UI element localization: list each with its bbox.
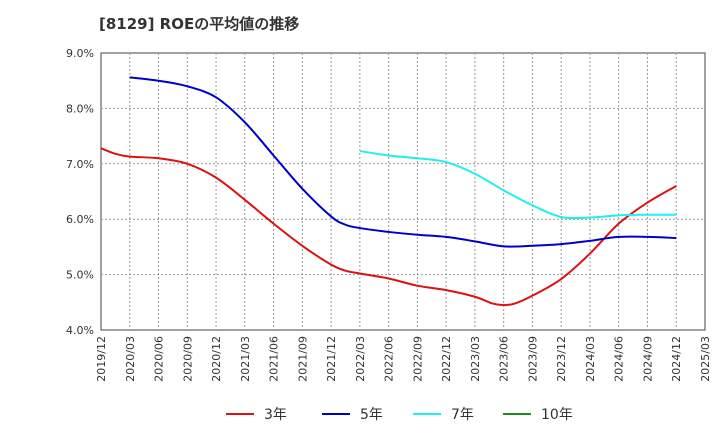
x-tick-label: 2021/06 — [268, 336, 281, 382]
x-tick-label: 2023/03 — [469, 336, 482, 382]
x-tick-label: 2020/09 — [181, 336, 194, 382]
legend-label-7y: 7年 — [451, 407, 474, 423]
x-tick-label: 2020/03 — [124, 336, 137, 382]
x-tick-label: 2024/03 — [584, 336, 597, 382]
x-tick-label: 2022/06 — [383, 336, 396, 382]
legend-swatch-5y — [322, 413, 350, 415]
x-tick-label: 2021/12 — [325, 336, 338, 382]
x-tick-label: 2022/12 — [440, 336, 453, 382]
x-tick-label: 2024/06 — [613, 336, 626, 382]
x-tick-label: 2020/06 — [153, 336, 166, 382]
legend-swatch-3y — [226, 413, 254, 415]
legend: 3年 5年 7年 10年 — [0, 398, 720, 430]
x-tick-label: 2023/06 — [498, 336, 511, 382]
x-tick-label: 2024/12 — [670, 336, 683, 382]
series-line-5y — [129, 76, 677, 248]
x-tick-label: 2021/03 — [239, 336, 252, 382]
x-tick-label: 2023/12 — [555, 336, 568, 382]
legend-item-10y: 10年 — [503, 404, 573, 424]
grid-lines — [101, 53, 705, 330]
x-tick-label: 2023/09 — [526, 336, 539, 382]
legend-item-7y: 7年 — [413, 404, 474, 424]
series-line-7y — [359, 150, 677, 220]
x-axis: 2019/12 2020/03 2020/06 2020/09 2020/12 2021/… — [95, 336, 712, 382]
y-tick-label: 7.0% — [66, 158, 94, 171]
y-tick-label: 6.0% — [66, 213, 94, 226]
series-lines — [100, 76, 677, 307]
x-tick-label: 2021/09 — [296, 336, 309, 382]
y-tick-label: 8.0% — [66, 102, 94, 115]
y-tick-label: 4.0% — [66, 324, 94, 337]
chart-title: [8129] ROEの平均値の推移 — [99, 15, 300, 33]
legend-item-3y: 3年 — [226, 404, 287, 424]
x-tick-label: 2025/03 — [699, 336, 712, 382]
y-tick-label: 5.0% — [66, 269, 94, 282]
x-tick-label: 2024/09 — [641, 336, 654, 382]
x-tick-label: 2022/03 — [354, 336, 367, 382]
y-axis: 4.0% 5.0% 6.0% 7.0% 8.0% 9.0% — [66, 47, 94, 337]
x-tick-label: 2022/09 — [411, 336, 424, 382]
series-line-3y — [100, 147, 677, 307]
legend-label-3y: 3年 — [264, 407, 287, 423]
legend-swatch-10y — [503, 413, 531, 415]
legend-swatch-7y — [413, 413, 441, 415]
y-tick-label: 9.0% — [66, 47, 94, 60]
plot-area — [100, 52, 706, 331]
legend-item-5y: 5年 — [322, 404, 383, 424]
legend-label-5y: 5年 — [360, 407, 383, 423]
legend-label-10y: 10年 — [541, 407, 573, 423]
x-tick-label: 2020/12 — [210, 336, 223, 382]
chart-plot: 4.0%5.0%6.0%7.0%8.0%9.0% 2019/12 2020/03 2… — [66, 47, 712, 382]
x-tick-label: 2019/12 — [95, 336, 108, 382]
